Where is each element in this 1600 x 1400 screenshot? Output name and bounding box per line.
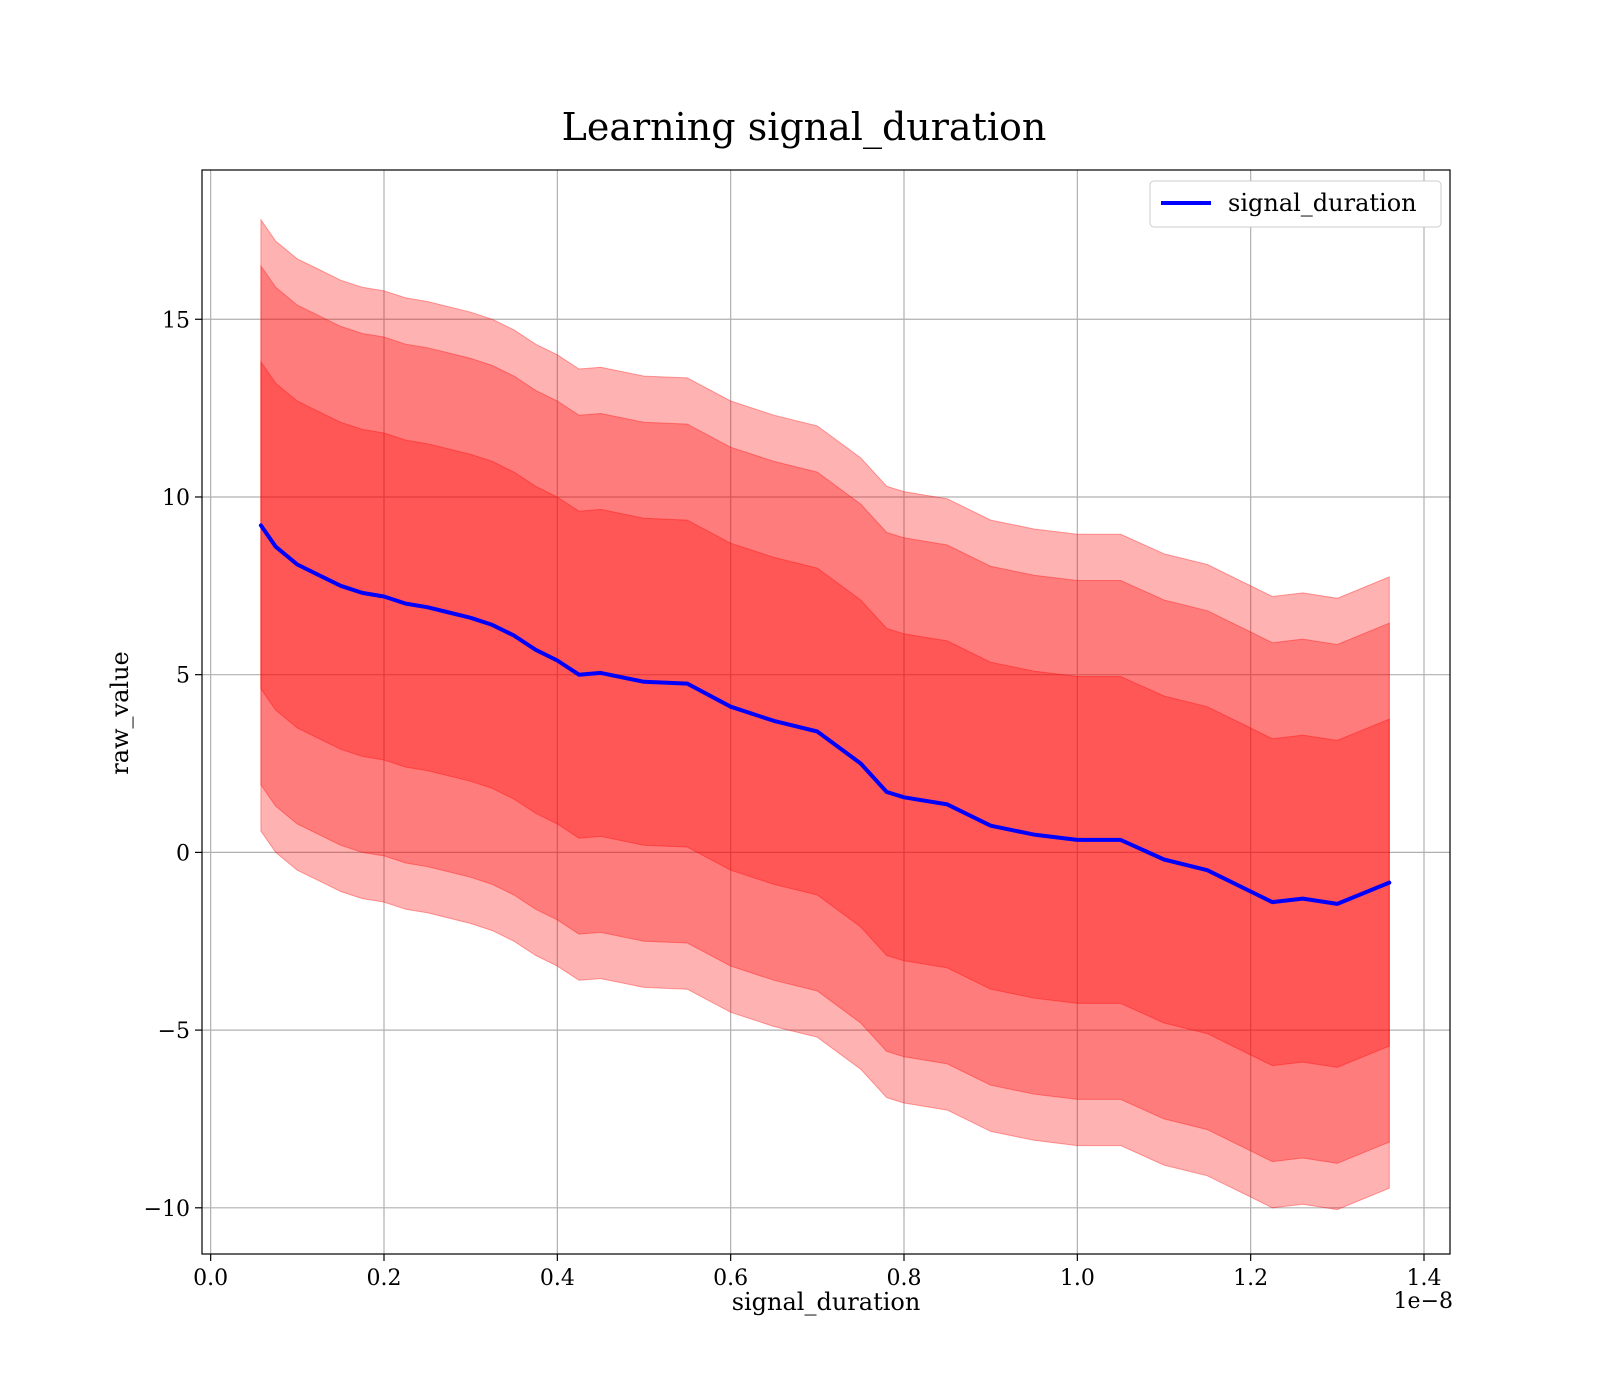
x-tick-label: 0.0 — [193, 1266, 228, 1291]
x-axis-ticks: 0.0 0.2 0.4 0.6 0.8 1.0 1.2 1.4 — [193, 1254, 1442, 1291]
x-tick-label: 0.2 — [367, 1266, 402, 1291]
x-axis-offset-label: 1e−8 — [1394, 1289, 1453, 1314]
x-tick-label: 1.0 — [1060, 1266, 1095, 1291]
axes-frame — [201, 169, 1451, 1255]
plot-area: 0.0 0.2 0.4 0.6 0.8 1.0 1.2 1.4 −10 −5 0 5 10 15 — [144, 169, 1451, 1291]
y-tick-label: −10 — [144, 1197, 190, 1222]
y-tick-label: 5 — [176, 664, 190, 689]
y-tick-label: 0 — [176, 841, 190, 866]
x-tick-label: 0.6 — [713, 1266, 748, 1291]
x-tick-label: 1.2 — [1233, 1266, 1268, 1291]
legend-box — [1149, 180, 1442, 228]
legend: signal_duration — [1149, 180, 1442, 228]
series-lines — [258, 523, 1392, 906]
grid — [202, 170, 1450, 1254]
y-tick-label: 10 — [162, 486, 190, 511]
x-tick-label: 0.8 — [887, 1266, 922, 1291]
band-1-sigma — [260, 360, 1390, 1068]
x-tick-label: 0.4 — [540, 1266, 575, 1291]
confidence-bands — [260, 218, 1390, 1211]
legend-label: signal_duration — [1228, 189, 1417, 217]
series-line-signal_duration — [258, 523, 1392, 906]
band-2-sigma — [260, 264, 1390, 1164]
y-axis-label: raw_value — [106, 651, 134, 775]
y-tick-label: −5 — [158, 1019, 190, 1044]
x-tick-label: 1.4 — [1407, 1266, 1442, 1291]
y-axis-ticks: −10 −5 0 5 10 15 — [144, 308, 202, 1222]
y-tick-label: 15 — [162, 308, 190, 333]
chart-title: Learning signal_duration — [562, 105, 1047, 150]
x-axis-label: signal_duration — [732, 1288, 921, 1316]
band-3-sigma — [260, 218, 1390, 1211]
